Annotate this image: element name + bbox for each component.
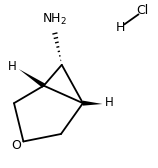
Text: H: H	[115, 21, 125, 34]
Text: H: H	[105, 96, 113, 109]
Polygon shape	[83, 101, 103, 106]
Polygon shape	[19, 69, 45, 88]
Text: O: O	[11, 139, 21, 152]
Text: Cl: Cl	[136, 4, 149, 17]
Text: H: H	[8, 60, 16, 73]
Text: NH$_2$: NH$_2$	[42, 12, 67, 27]
